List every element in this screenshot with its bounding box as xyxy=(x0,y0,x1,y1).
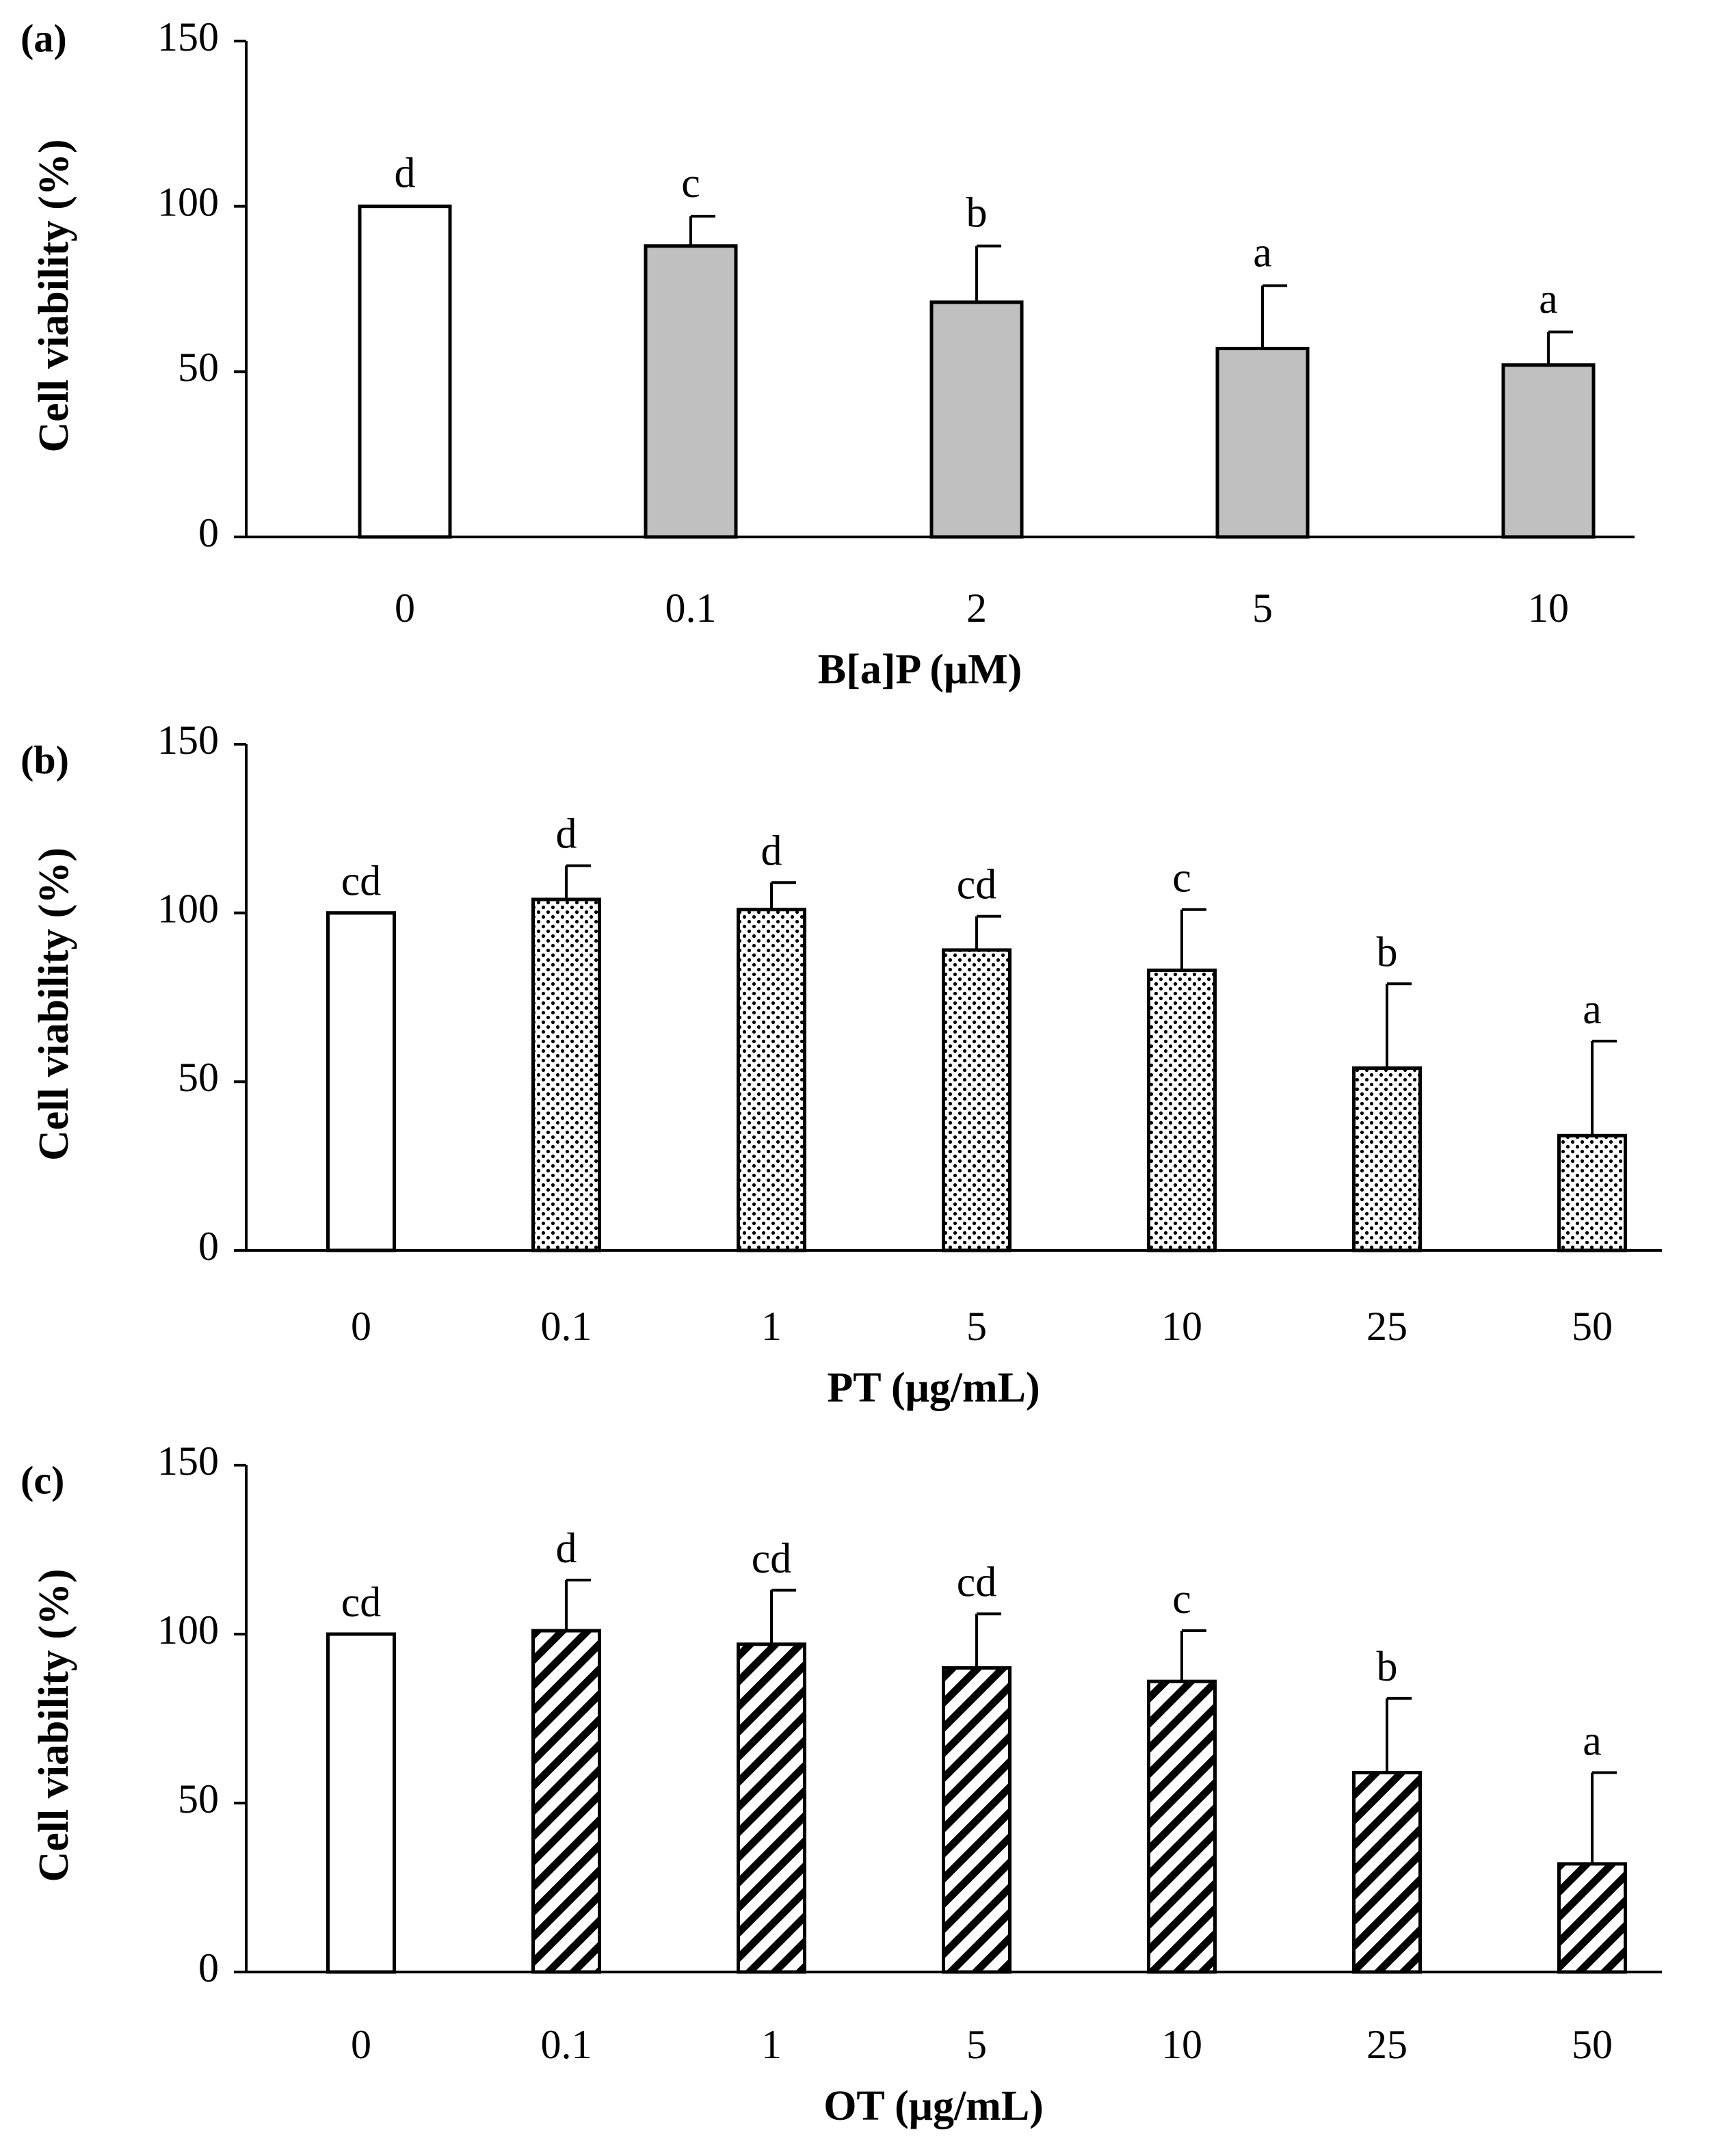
x-tick-label: 25 xyxy=(1366,1304,1408,1349)
x-tick-label: 5 xyxy=(966,1304,987,1349)
y-axis-title: Cell viability (%) xyxy=(31,847,77,1161)
y-tick-label: 0 xyxy=(198,1224,219,1269)
significance-label: d xyxy=(556,811,577,858)
y-axis-title: Cell viability (%) xyxy=(31,139,77,452)
y-tick-label: 100 xyxy=(157,1607,219,1653)
x-tick-label: 50 xyxy=(1572,1304,1613,1349)
bar-2 xyxy=(929,300,1024,539)
bar-10 xyxy=(1147,969,1217,1252)
y-tick-label: 100 xyxy=(157,179,219,224)
bar-25 xyxy=(1352,1066,1422,1252)
significance-label: d xyxy=(761,828,782,874)
significance-label: b xyxy=(1377,929,1398,975)
y-tick-label: 0 xyxy=(198,1945,219,1990)
significance-label: cd xyxy=(957,862,997,908)
bar-0_1 xyxy=(644,244,738,539)
significance-label: a xyxy=(1583,986,1602,1033)
significance-label: c xyxy=(681,160,700,207)
x-tick-label: 0 xyxy=(351,1304,371,1349)
bar-0 xyxy=(326,911,396,1252)
bar-5 xyxy=(942,1666,1012,1974)
chart-panel-c: (c) 0 50 100 150 cd 0 d 0.1 cd 1 cd 5 c 10 b 25 a 50 OT (μg… xyxy=(21,1438,1662,2129)
x-tick-label: 25 xyxy=(1366,2022,1408,2067)
significance-label: a xyxy=(1583,1718,1602,1765)
chart-panel-a: (a) 0 50 100 150 d 0 c 0.1 b 2 a 5 a 10 B[a]P (μM) Cell … xyxy=(21,14,1635,693)
significance-label: c xyxy=(1172,1576,1191,1622)
x-tick-label: 1 xyxy=(761,2022,782,2067)
y-tick-label: 0 xyxy=(198,510,219,555)
y-tick-label: 100 xyxy=(157,886,219,931)
significance-label: a xyxy=(1253,230,1272,276)
y-tick-label: 150 xyxy=(157,14,219,60)
x-axis-title: OT (μg/mL) xyxy=(823,2083,1044,2129)
y-tick-label: 150 xyxy=(157,1438,219,1484)
x-tick-label: 0 xyxy=(395,586,415,631)
bar-0 xyxy=(326,1632,396,1974)
significance-label: b xyxy=(966,190,988,237)
panel-label: (c) xyxy=(21,1458,64,1502)
bar-5 xyxy=(1215,347,1310,539)
x-tick-label: 5 xyxy=(966,2022,987,2067)
y-axis-title: Cell viability (%) xyxy=(31,1568,77,1882)
x-axis-title: PT (μg/mL) xyxy=(827,1365,1040,1411)
y-tick-label: 150 xyxy=(157,718,219,763)
x-tick-label: 0 xyxy=(351,2022,371,2067)
y-tick-label: 50 xyxy=(178,1055,219,1100)
bar-25 xyxy=(1352,1771,1422,1974)
x-tick-label: 10 xyxy=(1161,2022,1202,2067)
panel-label: (b) xyxy=(21,737,69,782)
bar-5 xyxy=(942,948,1012,1252)
x-tick-label: 50 xyxy=(1572,2022,1613,2067)
x-axis-title: B[a]P (μM) xyxy=(818,646,1022,693)
y-tick-label: 50 xyxy=(178,345,219,390)
x-tick-label: 0.1 xyxy=(541,2022,592,2067)
y-tick-label: 50 xyxy=(178,1776,219,1822)
x-tick-label: 1 xyxy=(761,1304,782,1349)
x-tick-label: 0.1 xyxy=(665,586,717,631)
significance-label: c xyxy=(1172,855,1191,902)
bar-0_1 xyxy=(531,897,601,1252)
x-tick-label: 5 xyxy=(1252,586,1273,631)
chart-panel-b: (b) 0 50 100 150 cd 0 d 0.1 d 1 cd 5 c 10 b 25 a 50 PT (μg/… xyxy=(21,718,1662,1411)
x-tick-label: 10 xyxy=(1161,1304,1202,1349)
bar-10 xyxy=(1147,1679,1217,1974)
x-tick-label: 0.1 xyxy=(541,1304,592,1349)
bar-1 xyxy=(737,908,806,1252)
panel-label: (a) xyxy=(21,16,67,60)
bar-0 xyxy=(358,205,452,539)
bar-1 xyxy=(737,1642,806,1974)
significance-label: cd xyxy=(341,1579,382,1626)
significance-label: cd xyxy=(752,1536,792,1582)
significance-label: d xyxy=(556,1525,577,1572)
x-tick-label: 2 xyxy=(966,586,987,631)
bar-10 xyxy=(1501,363,1596,539)
bar-0_1 xyxy=(531,1629,601,1974)
bar-50 xyxy=(1557,1862,1627,1974)
significance-label: b xyxy=(1377,1644,1398,1690)
significance-label: cd xyxy=(341,858,382,905)
bar-50 xyxy=(1557,1133,1627,1252)
significance-label: cd xyxy=(957,1559,997,1605)
significance-label: a xyxy=(1539,276,1558,322)
x-tick-label: 10 xyxy=(1528,586,1569,631)
significance-label: d xyxy=(395,150,416,197)
